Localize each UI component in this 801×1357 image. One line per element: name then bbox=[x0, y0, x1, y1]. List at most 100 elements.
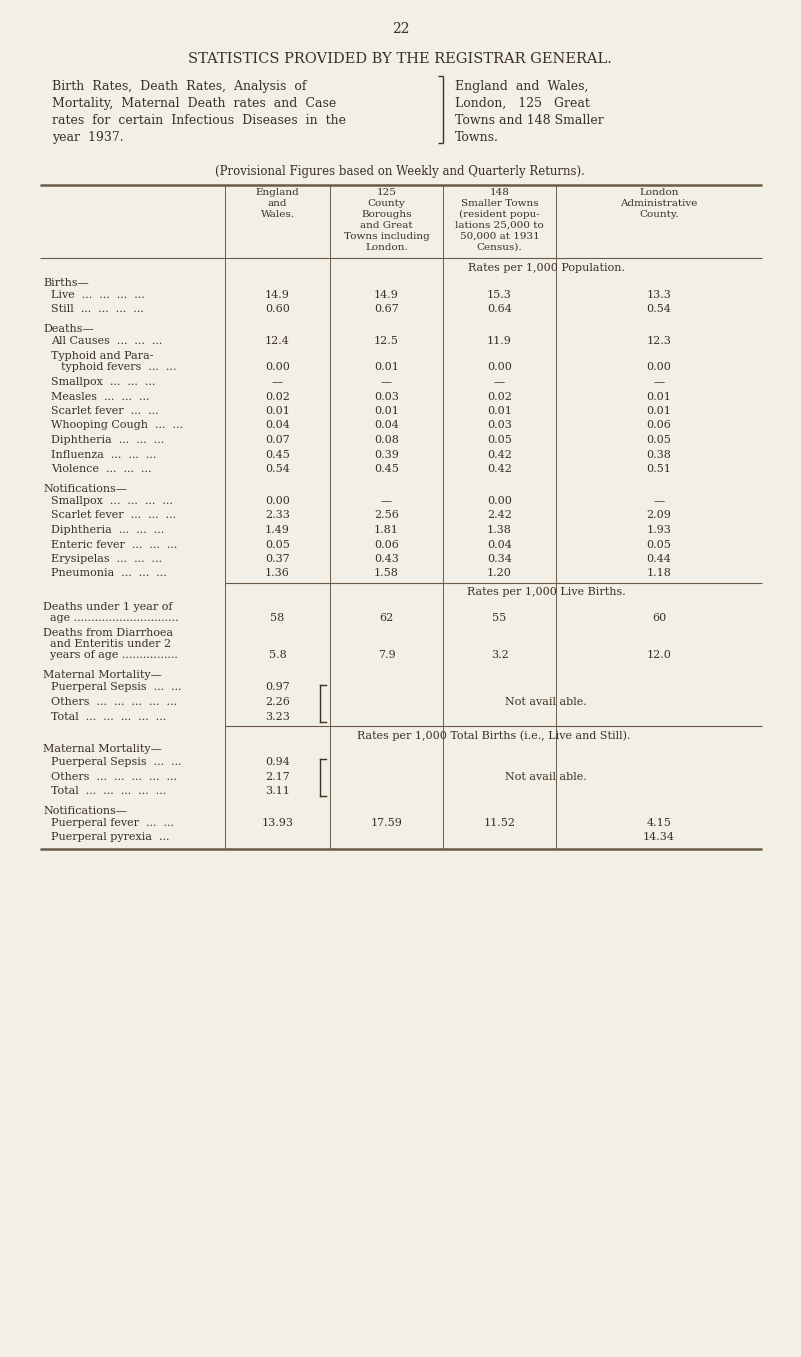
Text: 148: 148 bbox=[489, 189, 509, 197]
Text: 0.05: 0.05 bbox=[487, 436, 512, 445]
Text: 7.9: 7.9 bbox=[378, 650, 396, 661]
Text: 2.33: 2.33 bbox=[265, 510, 290, 521]
Text: 0.42: 0.42 bbox=[487, 449, 512, 460]
Text: Typhoid and Para-: Typhoid and Para- bbox=[51, 351, 154, 361]
Text: 14.34: 14.34 bbox=[643, 832, 675, 843]
Text: 0.01: 0.01 bbox=[487, 406, 512, 417]
Text: 0.38: 0.38 bbox=[646, 449, 671, 460]
Text: Deaths under 1 year of: Deaths under 1 year of bbox=[43, 601, 172, 612]
Text: 60: 60 bbox=[652, 613, 666, 623]
Text: and Great: and Great bbox=[360, 221, 413, 229]
Text: 0.64: 0.64 bbox=[487, 304, 512, 315]
Text: 1.81: 1.81 bbox=[374, 525, 399, 535]
Text: 14.9: 14.9 bbox=[374, 290, 399, 300]
Text: years of age ................: years of age ................ bbox=[43, 650, 178, 661]
Text: 1.36: 1.36 bbox=[265, 569, 290, 578]
Text: 2.09: 2.09 bbox=[646, 510, 671, 521]
Text: 15.3: 15.3 bbox=[487, 290, 512, 300]
Text: 0.00: 0.00 bbox=[487, 362, 512, 373]
Text: Live  ...  ...  ...  ...: Live ... ... ... ... bbox=[51, 290, 145, 300]
Text: Smallpox  ...  ...  ...  ...: Smallpox ... ... ... ... bbox=[51, 497, 173, 506]
Text: 1.20: 1.20 bbox=[487, 569, 512, 578]
Text: 0.04: 0.04 bbox=[487, 540, 512, 550]
Text: STATISTICS PROVIDED BY THE REGISTRAR GENERAL.: STATISTICS PROVIDED BY THE REGISTRAR GEN… bbox=[188, 52, 612, 66]
Text: 2.56: 2.56 bbox=[374, 510, 399, 521]
Text: 0.03: 0.03 bbox=[374, 392, 399, 402]
Text: 0.01: 0.01 bbox=[646, 406, 671, 417]
Text: Puerperal Sepsis  ...  ...: Puerperal Sepsis ... ... bbox=[51, 683, 182, 692]
Text: 0.04: 0.04 bbox=[374, 421, 399, 430]
Text: Whooping Cough  ...  ...: Whooping Cough ... ... bbox=[51, 421, 183, 430]
Text: 3.23: 3.23 bbox=[265, 711, 290, 722]
Text: Rates per 1,000 Population.: Rates per 1,000 Population. bbox=[468, 263, 625, 273]
Text: —: — bbox=[654, 497, 665, 506]
Text: 0.00: 0.00 bbox=[265, 362, 290, 373]
Text: typhoid fevers  ...  ...: typhoid fevers ... ... bbox=[61, 362, 176, 373]
Text: 3.11: 3.11 bbox=[265, 786, 290, 797]
Text: 0.97: 0.97 bbox=[265, 683, 290, 692]
Text: 22: 22 bbox=[392, 22, 410, 37]
Text: Puerperal fever  ...  ...: Puerperal fever ... ... bbox=[51, 818, 174, 828]
Text: 1.49: 1.49 bbox=[265, 525, 290, 535]
Text: 0.05: 0.05 bbox=[265, 540, 290, 550]
Text: lations 25,000 to: lations 25,000 to bbox=[455, 221, 544, 229]
Text: Violence  ...  ...  ...: Violence ... ... ... bbox=[51, 464, 151, 474]
Text: Notifications—: Notifications— bbox=[43, 806, 127, 816]
Text: and: and bbox=[268, 199, 288, 208]
Text: 0.06: 0.06 bbox=[374, 540, 399, 550]
Text: and Enteritis under 2: and Enteritis under 2 bbox=[43, 639, 171, 649]
Text: 0.39: 0.39 bbox=[374, 449, 399, 460]
Text: age ..............................: age .............................. bbox=[43, 613, 179, 623]
Text: Notifications—: Notifications— bbox=[43, 483, 127, 494]
Text: Total  ...  ...  ...  ...  ...: Total ... ... ... ... ... bbox=[51, 786, 167, 797]
Text: County: County bbox=[368, 199, 405, 208]
Text: England: England bbox=[256, 189, 300, 197]
Text: —: — bbox=[381, 377, 392, 387]
Text: 0.67: 0.67 bbox=[374, 304, 399, 315]
Text: Census).: Census). bbox=[477, 243, 522, 252]
Text: year  1937.: year 1937. bbox=[52, 132, 123, 144]
Text: Erysipelas  ...  ...  ...: Erysipelas ... ... ... bbox=[51, 554, 162, 565]
Text: 1.18: 1.18 bbox=[646, 569, 671, 578]
Text: 0.60: 0.60 bbox=[265, 304, 290, 315]
Text: rates  for  certain  Infectious  Diseases  in  the: rates for certain Infectious Diseases in… bbox=[52, 114, 346, 128]
Text: Not avail able.: Not avail able. bbox=[505, 697, 587, 707]
Text: 12.4: 12.4 bbox=[265, 337, 290, 346]
Text: 0.01: 0.01 bbox=[265, 406, 290, 417]
Text: 11.52: 11.52 bbox=[484, 818, 516, 828]
Text: Births—: Births— bbox=[43, 277, 89, 288]
Text: —: — bbox=[494, 377, 505, 387]
Text: 5.8: 5.8 bbox=[268, 650, 287, 661]
Text: 0.04: 0.04 bbox=[265, 421, 290, 430]
Text: Influenza  ...  ...  ...: Influenza ... ... ... bbox=[51, 449, 156, 460]
Text: 2.17: 2.17 bbox=[265, 772, 290, 782]
Text: Diphtheria  ...  ...  ...: Diphtheria ... ... ... bbox=[51, 436, 164, 445]
Text: 0.05: 0.05 bbox=[646, 540, 671, 550]
Text: —: — bbox=[654, 377, 665, 387]
Text: 3.2: 3.2 bbox=[491, 650, 509, 661]
Text: 0.44: 0.44 bbox=[646, 554, 671, 565]
Text: 12.3: 12.3 bbox=[646, 337, 671, 346]
Text: 0.00: 0.00 bbox=[487, 497, 512, 506]
Text: Total  ...  ...  ...  ...  ...: Total ... ... ... ... ... bbox=[51, 711, 167, 722]
Text: 0.01: 0.01 bbox=[374, 406, 399, 417]
Text: Towns.: Towns. bbox=[455, 132, 499, 144]
Text: London: London bbox=[639, 189, 678, 197]
Text: Boroughs: Boroughs bbox=[361, 210, 412, 218]
Text: Puerperal pyrexia  ...: Puerperal pyrexia ... bbox=[51, 832, 170, 843]
Text: 0.02: 0.02 bbox=[487, 392, 512, 402]
Text: 0.43: 0.43 bbox=[374, 554, 399, 565]
Text: 0.06: 0.06 bbox=[646, 421, 671, 430]
Text: 2.26: 2.26 bbox=[265, 697, 290, 707]
Text: London.: London. bbox=[365, 243, 408, 252]
Text: (Provisional Figures based on Weekly and Quarterly Returns).: (Provisional Figures based on Weekly and… bbox=[215, 166, 585, 178]
Text: 0.34: 0.34 bbox=[487, 554, 512, 565]
Text: Towns and 148 Smaller: Towns and 148 Smaller bbox=[455, 114, 604, 128]
Text: Puerperal Sepsis  ...  ...: Puerperal Sepsis ... ... bbox=[51, 757, 182, 767]
Text: 17.59: 17.59 bbox=[371, 818, 402, 828]
Text: Smaller Towns: Smaller Towns bbox=[461, 199, 538, 208]
Text: (resident popu-: (resident popu- bbox=[459, 210, 540, 218]
Text: Deaths—: Deaths— bbox=[43, 324, 94, 334]
Text: 1.38: 1.38 bbox=[487, 525, 512, 535]
Text: Others  ...  ...  ...  ...  ...: Others ... ... ... ... ... bbox=[51, 697, 177, 707]
